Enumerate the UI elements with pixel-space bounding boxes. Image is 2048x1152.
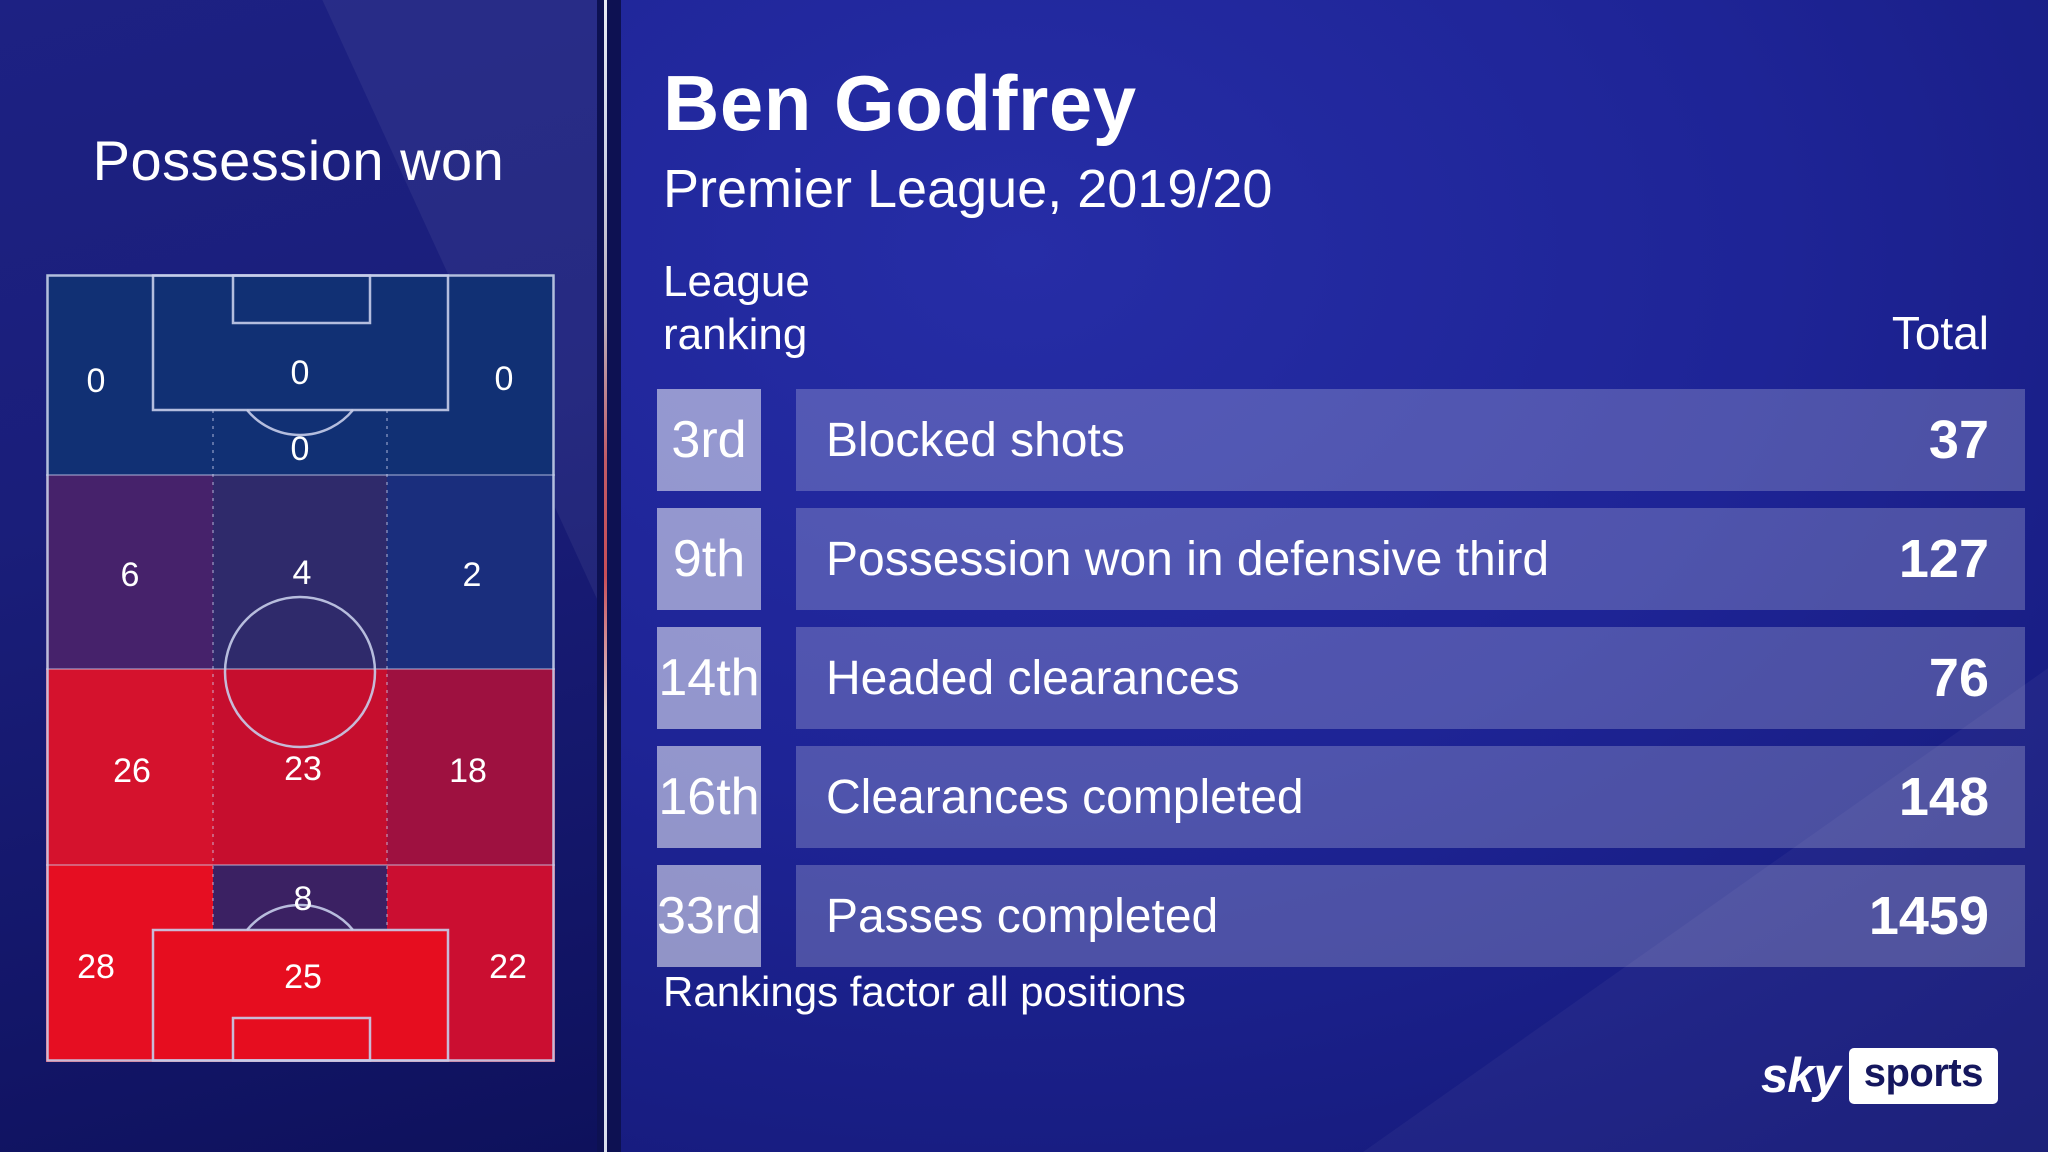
zone-label-attacking-left: 0 (87, 362, 106, 400)
zone-label-own-penalty-area: 25 (284, 958, 322, 996)
zone-labels: 0 0 0 0 6 4 2 26 23 18 28 8 25 22 (77, 354, 527, 996)
zone-label-mid-attacking-left: 6 (121, 556, 140, 594)
panel-divider (597, 0, 621, 1152)
ranking-header-line2: ranking (663, 310, 808, 359)
table-row: 9th Possession won in defensive third 12… (657, 508, 2025, 610)
stat-value: 1459 (1868, 886, 1989, 946)
zone-label-edge-of-box: 0 (291, 430, 310, 468)
zone-label-attacking-right: 0 (495, 360, 514, 398)
ranking-column-header: League ranking (663, 255, 810, 361)
stat-label: Headed clearances (826, 651, 1240, 705)
zone-label-mid-defensive-right: 18 (449, 752, 487, 790)
table-row: 33rd Passes completed 1459 (657, 865, 2025, 967)
zone-fills (46, 274, 555, 1062)
zone-label-edge-of-own-box: 8 (294, 880, 313, 918)
stat-bar: Clearances completed 148 (796, 746, 2025, 848)
zone-label-attacking-penalty-area: 0 (291, 354, 310, 392)
zone-grid-lines (46, 410, 555, 930)
player-stats-panel: Ben Godfrey Premier League, 2019/20 Leag… (621, 0, 2048, 1152)
zone-label-mid-attacking-right: 2 (463, 556, 482, 594)
pitch-heatmap: 0 0 0 0 6 4 2 26 23 18 28 8 25 22 (46, 274, 555, 1067)
sports-logo-badge: sports (1848, 1048, 1998, 1104)
stat-rows: 3rd Blocked shots 37 9th Possession won … (657, 389, 2025, 984)
rank-badge: 16th (657, 746, 761, 848)
zone-label-defensive-right: 22 (489, 948, 527, 986)
stat-value: 76 (1928, 648, 1989, 708)
stat-label: Passes completed (826, 889, 1219, 943)
stat-label: Possession won in defensive third (826, 532, 1550, 586)
stat-value: 127 (1898, 529, 1989, 589)
stat-bar: Blocked shots 37 (796, 389, 2025, 491)
sky-logo-text: sky (1760, 1049, 1841, 1103)
pitch-markings (46, 274, 555, 1062)
zone-label-mid-defensive-left: 26 (113, 752, 151, 790)
footnote: Rankings factor all positions (663, 968, 1186, 1015)
zone-label-mid-attacking-center: 4 (293, 554, 312, 592)
rank-badge: 14th (657, 627, 761, 729)
stat-label: Blocked shots (826, 413, 1125, 467)
page-subtitle: Premier League, 2019/20 (663, 159, 1273, 219)
zone-label-mid-defensive-center: 23 (284, 750, 322, 788)
table-row: 14th Headed clearances 76 (657, 627, 2025, 729)
stat-bar: Possession won in defensive third 127 (796, 508, 2025, 610)
zone-label-defensive-left: 28 (77, 948, 115, 986)
sky-sports-logo: sky sports (1761, 1048, 1998, 1104)
stat-label: Clearances completed (826, 770, 1304, 824)
possession-won-panel: Possession won (0, 0, 597, 1152)
stat-value: 148 (1898, 767, 1989, 827)
rank-badge: 9th (657, 508, 761, 610)
pitch-svg: 0 0 0 0 6 4 2 26 23 18 28 8 25 22 (46, 274, 555, 1062)
rank-badge: 3rd (657, 389, 761, 491)
table-row: 3rd Blocked shots 37 (657, 389, 2025, 491)
total-column-header: Total (1891, 307, 1989, 359)
stat-value: 37 (1928, 410, 1989, 470)
stat-bar: Headed clearances 76 (796, 627, 2025, 729)
ranking-header-line1: League (663, 257, 810, 306)
rank-badge: 33rd (657, 865, 761, 967)
page-title: Ben Godfrey (663, 59, 1137, 147)
table-row: 16th Clearances completed 148 (657, 746, 2025, 848)
panel-divider-line (604, 0, 607, 1152)
stat-bar: Passes completed 1459 (796, 865, 2025, 967)
left-panel-title: Possession won (92, 129, 505, 192)
